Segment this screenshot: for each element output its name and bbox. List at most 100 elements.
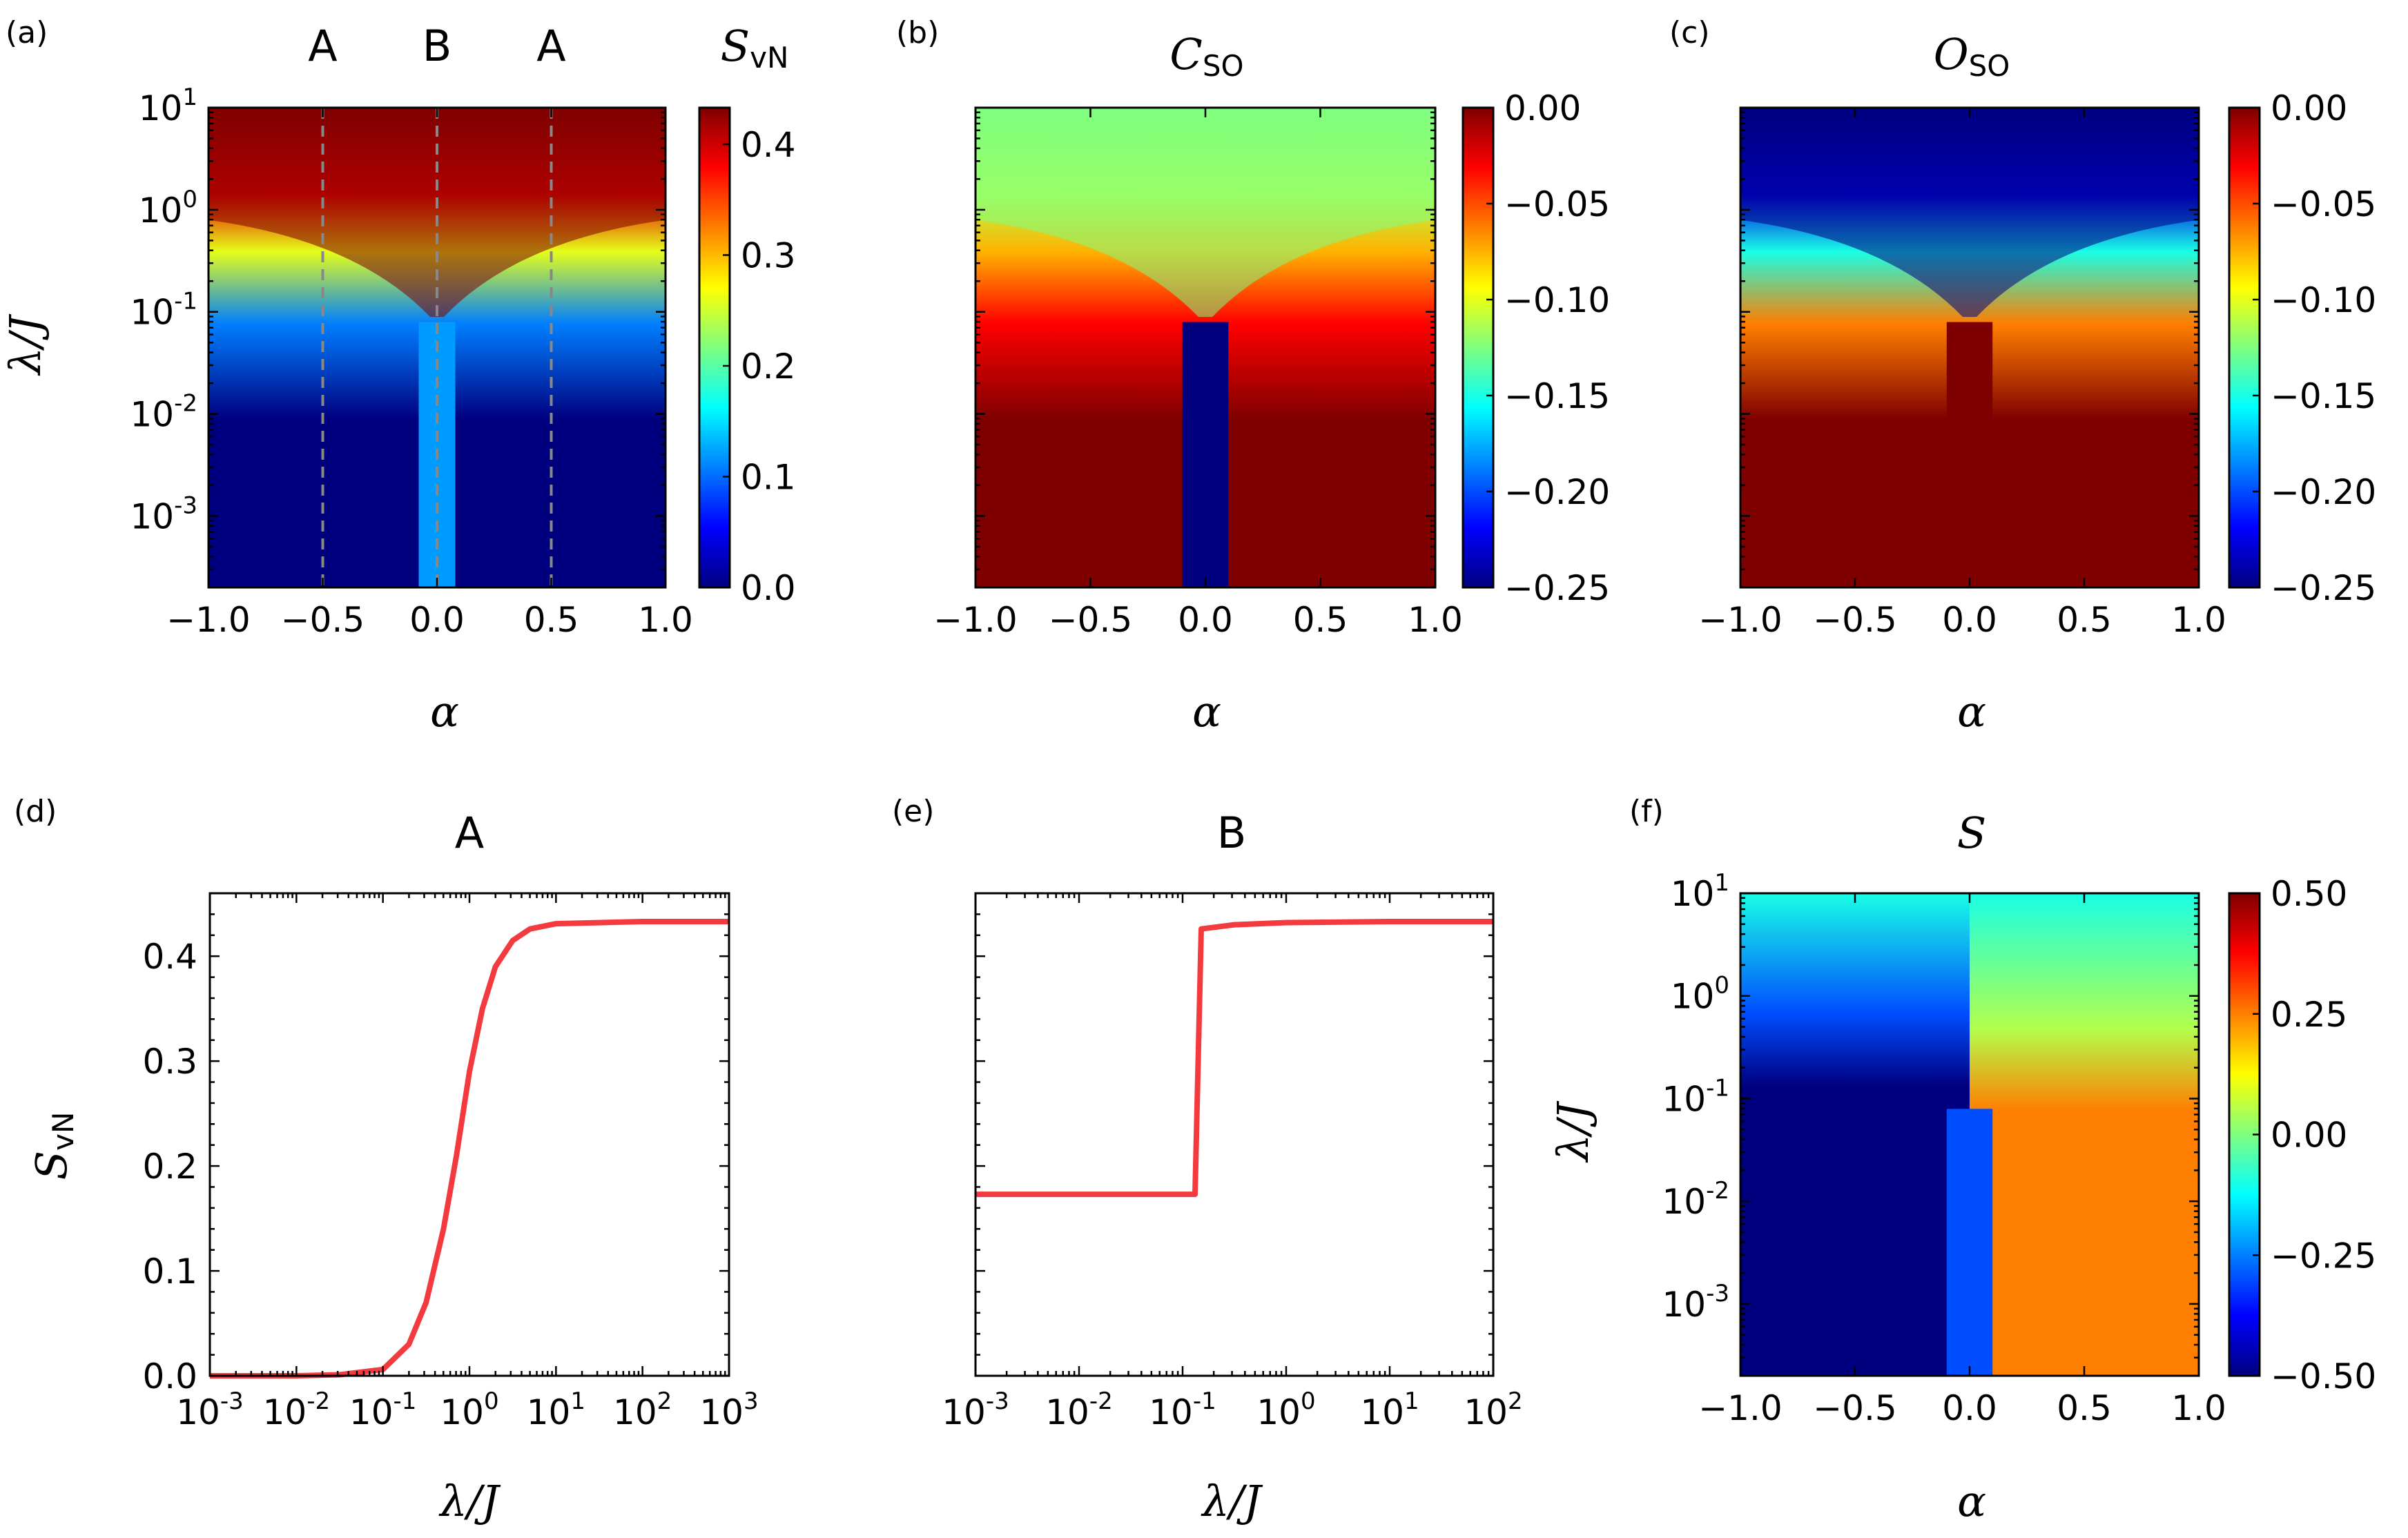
tick-exponent: 1	[1404, 1388, 1419, 1415]
tick-base: 10	[613, 1392, 657, 1432]
x-tick-label: 101	[1360, 1388, 1419, 1432]
heatmap-center-strip	[1946, 1109, 1993, 1376]
panel-title-e: B	[1217, 808, 1247, 858]
tick-exponent: 2	[1508, 1388, 1523, 1415]
colorbar-tick-label: −0.10	[2271, 280, 2376, 320]
x-tick-label: −1.0	[933, 600, 1017, 640]
x-tick-label: 1.0	[638, 600, 693, 640]
series-line	[210, 919, 729, 1379]
tick-base: 10	[1149, 1392, 1193, 1432]
tick-base: 10	[263, 1392, 307, 1432]
colorbar-tick-label: −0.05	[1504, 184, 1610, 224]
colorbar-tick-label: −0.50	[2271, 1356, 2376, 1396]
y-axis-label-f: λ/J	[1548, 1100, 1598, 1163]
tick-base: 10	[130, 293, 174, 333]
x-tick-label: 10-3	[942, 1388, 1009, 1432]
panel-label-b: (b)	[896, 15, 939, 50]
x-tick-label: 0.5	[1293, 600, 1348, 640]
colorbar-tick-label: 0.0	[741, 568, 796, 608]
x-tick-label: 10-1	[1149, 1388, 1216, 1432]
y-tick-label: 0.1	[142, 1252, 197, 1292]
tick-base: 10	[1045, 1392, 1089, 1432]
x-tick-label: −1.0	[166, 600, 250, 640]
series-line	[975, 919, 1493, 1198]
tick-exponent: 0	[1714, 972, 1729, 1000]
x-tick-label: 0.5	[524, 600, 579, 640]
panel-c: (c) OSO α −1.0 −0.5 0.0 0.5 1.0 0.00 −0.05 −0.1…	[1669, 15, 2376, 737]
tick-exponent: 1	[570, 1388, 585, 1415]
cut-label: A	[308, 21, 337, 71]
colorbar-tick-label: −0.05	[2271, 184, 2376, 224]
x-tick-label: 10-2	[263, 1388, 331, 1432]
x-tick-label: 10-3	[176, 1388, 244, 1432]
plot-background	[975, 893, 1493, 1376]
tick-exponent: 2	[657, 1388, 672, 1415]
colorbar-tick-label: 0.00	[2271, 1116, 2347, 1156]
x-axis-label-c: α	[1957, 686, 1986, 737]
panel-label-d: (d)	[14, 794, 57, 829]
x-tick-label: 0.5	[2057, 1388, 2112, 1428]
tick-base: 10	[349, 1392, 394, 1432]
tick-exponent: -2	[174, 390, 197, 418]
tick-base: 10	[699, 1392, 744, 1432]
tick-base: 10	[1464, 1392, 1508, 1432]
tick-base: 10	[1360, 1392, 1404, 1432]
colorbar-tick-label: −0.15	[1504, 376, 1610, 416]
colorbar-tick-label: −0.10	[1504, 280, 1610, 320]
colorbar-frame	[698, 106, 731, 589]
y-tick-label: 0.2	[142, 1147, 197, 1187]
tick-exponent: -3	[174, 491, 197, 519]
colorbar-tick-label: 0.50	[2271, 874, 2347, 914]
y-tick-label: 10-1	[1662, 1074, 1729, 1119]
tick-exponent: 1	[1714, 869, 1729, 897]
tick-base: 10	[942, 1392, 986, 1432]
plot-frame	[974, 892, 1495, 1377]
tick-exponent: -2	[1089, 1388, 1113, 1415]
tick-exponent: -3	[986, 1388, 1009, 1415]
heatmap-fan	[1740, 108, 2199, 318]
tick-base: 10	[130, 496, 174, 536]
y-tick-label: 101	[139, 84, 197, 128]
x-tick-label: −0.5	[281, 600, 365, 640]
colorbar-tick-label: 0.2	[741, 347, 796, 387]
colorbar-tick-label: 0.00	[1504, 88, 1581, 128]
tick-exponent: 0	[1301, 1388, 1316, 1415]
panel-label-c: (c)	[1669, 15, 1710, 50]
tick-exponent: -1	[174, 288, 197, 315]
tick-base: 10	[1671, 977, 1715, 1017]
panel-title-a: SvN	[721, 21, 789, 75]
y-tick-label: 10-3	[130, 491, 197, 536]
colorbar-tick-label: 0.3	[741, 235, 796, 275]
tick-exponent: 0	[484, 1388, 499, 1415]
heatmap-center-strip	[1182, 322, 1229, 587]
x-tick-label: 1.0	[2171, 1388, 2226, 1428]
y-axis-label-d: SvN	[26, 1112, 80, 1180]
tick-exponent: -3	[220, 1388, 244, 1415]
cut-label: A	[536, 21, 565, 71]
plot-background	[210, 893, 729, 1376]
x-tick-label: 102	[613, 1388, 672, 1432]
tick-base: 10	[139, 88, 183, 128]
tick-base: 10	[1662, 1182, 1706, 1222]
panel-title-f: S	[1957, 808, 1986, 858]
x-axis-label-a: α	[430, 686, 459, 737]
heatmap-field-c	[1740, 108, 2199, 587]
x-axis-label-f: α	[1957, 1476, 1986, 1526]
x-tick-label: 100	[1256, 1388, 1315, 1432]
panel-label-e: (e)	[892, 794, 934, 829]
y-tick-label: 10-2	[130, 390, 197, 435]
colorbar-frame	[2228, 106, 2261, 589]
y-tick-label: 0.0	[142, 1356, 197, 1396]
colorbar	[699, 108, 730, 587]
x-axis-label-d: λ/J	[438, 1476, 501, 1526]
colorbar-frame	[1462, 106, 1495, 589]
y-tick-label: 100	[139, 186, 197, 231]
colorbar	[1463, 108, 1493, 587]
tick-exponent: 1	[182, 84, 197, 111]
panel-a: (a) SvN α λ/J A B A−1.0 −0.5 0.0 0.5 1.0101100…	[0, 15, 796, 737]
x-tick-label: 10-1	[349, 1388, 417, 1432]
colorbar-tick-label: −0.15	[2271, 376, 2376, 416]
tick-exponent: -2	[307, 1388, 330, 1415]
x-tick-label: 101	[527, 1388, 585, 1432]
